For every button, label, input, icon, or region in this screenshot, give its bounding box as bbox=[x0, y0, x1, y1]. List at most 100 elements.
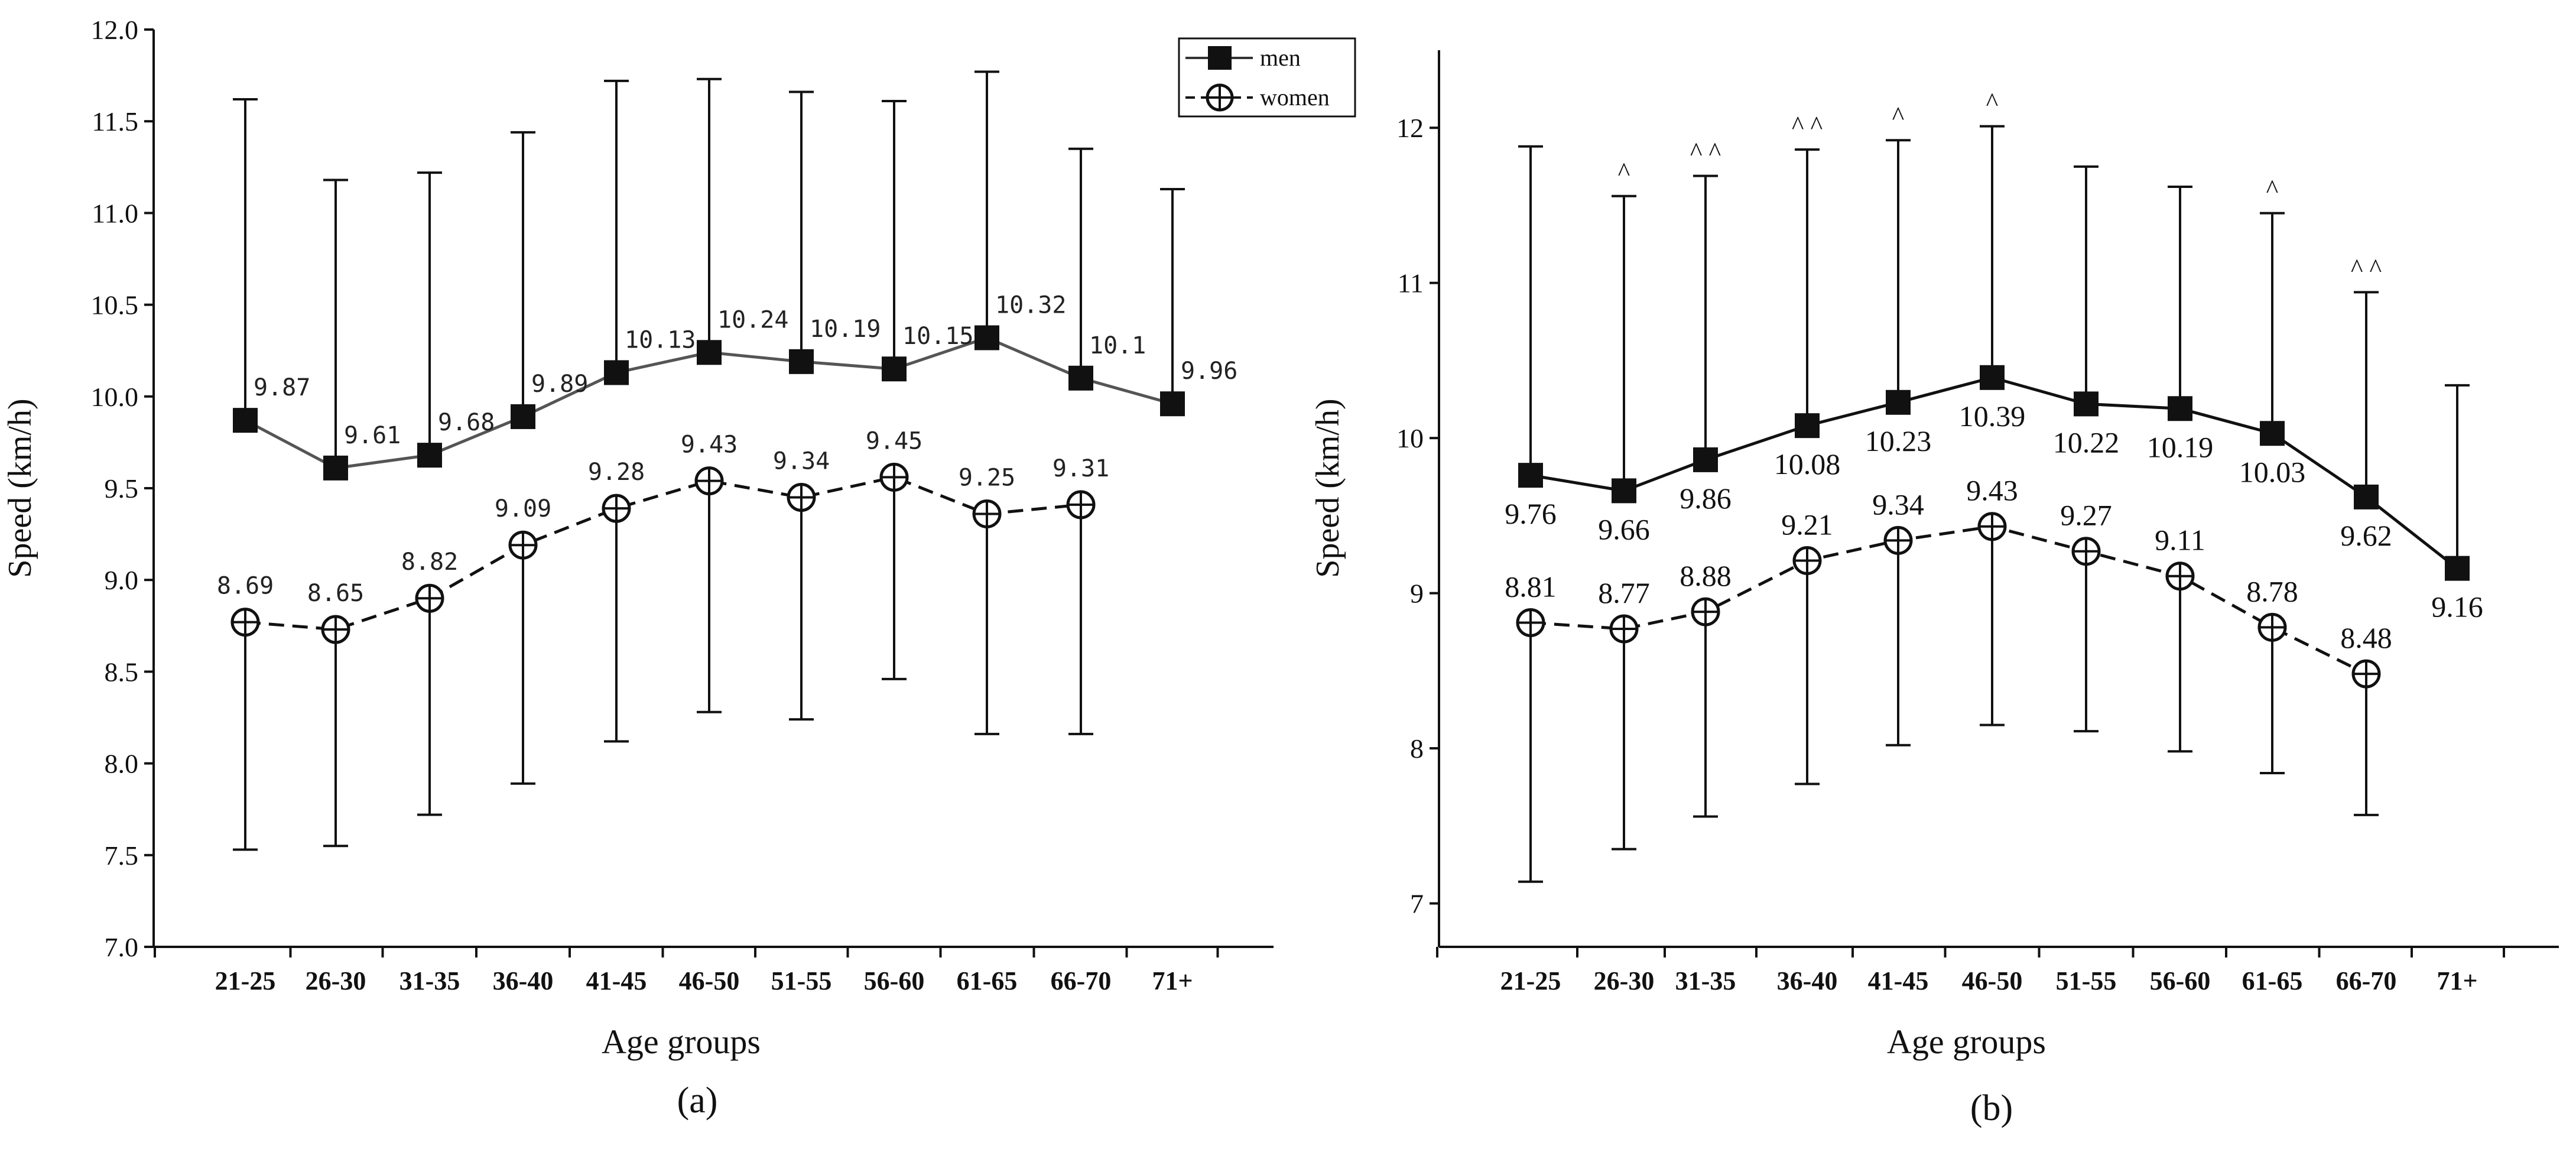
men-point bbox=[1795, 413, 1820, 439]
men-data-label: 9.62 bbox=[2340, 519, 2392, 552]
men-point bbox=[1886, 390, 1911, 415]
x-axis-title: Age groups bbox=[602, 1023, 761, 1061]
x-tick-label: 46-50 bbox=[1962, 966, 2023, 995]
men-point bbox=[2074, 391, 2099, 417]
women-data-label: 8.69 bbox=[217, 573, 274, 600]
x-tick-label: 51-55 bbox=[771, 966, 832, 995]
men-point bbox=[233, 408, 258, 433]
men-data-label: 10.03 bbox=[2239, 455, 2306, 488]
women-data-label: 9.25 bbox=[959, 464, 1015, 491]
men-data-label: 10.39 bbox=[1959, 400, 2026, 433]
men-data-label: 9.96 bbox=[1181, 358, 1237, 385]
significance-mark: ^ ^ bbox=[1792, 111, 1823, 140]
panel-b-chart: 7 8 9 10 11 12 21-25 26-30 31-35 36-40 41-45 46-50 5… bbox=[1310, 50, 2559, 1128]
men-data-label: 10.19 bbox=[2147, 430, 2214, 463]
men-point bbox=[323, 455, 348, 481]
significance-mark: ^ bbox=[2266, 175, 2279, 204]
legend: men women bbox=[1178, 37, 1356, 118]
y-tick-label: 11.5 bbox=[92, 106, 138, 137]
y-tick-label: 8.0 bbox=[105, 749, 139, 779]
men-point bbox=[697, 340, 722, 365]
x-tick-label: 36-40 bbox=[1777, 966, 1838, 995]
women-point bbox=[602, 494, 631, 523]
women-point bbox=[1792, 546, 1822, 575]
women-point bbox=[1977, 512, 2007, 541]
y-axis-title: Speed (km/h) bbox=[2, 398, 38, 577]
men-point bbox=[511, 404, 535, 429]
significance-mark: ^ bbox=[1618, 158, 1630, 187]
women-point bbox=[694, 466, 724, 496]
men-data-label: 10.15 bbox=[902, 323, 973, 350]
men-data-label: 10.19 bbox=[810, 316, 881, 343]
legend-men-marker bbox=[1208, 46, 1232, 70]
men-data-label: 9.61 bbox=[344, 422, 401, 449]
women-series-line bbox=[245, 475, 1081, 631]
men-point bbox=[2445, 556, 2470, 581]
women-point bbox=[415, 583, 444, 613]
women-series-line bbox=[1530, 525, 2367, 676]
x-tick-label: 56-60 bbox=[2150, 966, 2211, 995]
men-data-label: 10.24 bbox=[717, 306, 788, 333]
x-tick-label: 41-45 bbox=[1868, 966, 1929, 995]
women-point bbox=[2351, 659, 2381, 689]
women-data-label: 9.31 bbox=[1053, 455, 1109, 482]
women-point bbox=[879, 462, 909, 492]
significance-mark: ^ ^ bbox=[2351, 254, 2382, 283]
panel-label: (a) bbox=[677, 1080, 718, 1121]
men-data-label: 9.86 bbox=[1680, 482, 1732, 515]
y-tick-label: 8.5 bbox=[105, 657, 139, 687]
women-point bbox=[1883, 525, 1913, 555]
x-tick-label: 21-25 bbox=[1500, 966, 1561, 995]
x-tick-label: 61-65 bbox=[957, 966, 1018, 995]
women-point bbox=[2071, 537, 2101, 566]
x-tick-label: 66-70 bbox=[2336, 966, 2397, 995]
y-tick-label: 11 bbox=[1398, 268, 1424, 298]
y-tick-label: 9.0 bbox=[105, 565, 139, 595]
x-tick-label: 56-60 bbox=[864, 966, 925, 995]
y-tick-label: 7.5 bbox=[105, 840, 139, 871]
x-tick-label: 41-45 bbox=[586, 966, 647, 995]
significance-mark: ^ bbox=[1986, 88, 1999, 117]
men-data-label: 10.32 bbox=[995, 291, 1066, 319]
y-tick-label: 12 bbox=[1396, 113, 1424, 143]
x-tick-label: 31-35 bbox=[1675, 966, 1736, 995]
significance-mark: ^ ^ bbox=[1690, 138, 1721, 167]
y-tick-label: 9.5 bbox=[105, 473, 139, 504]
men-point bbox=[1980, 365, 2005, 390]
x-tick-label: 51-55 bbox=[2056, 966, 2117, 995]
women-point bbox=[508, 530, 538, 560]
women-data-label: 9.34 bbox=[773, 448, 830, 475]
women-data-label: 9.21 bbox=[1781, 508, 1833, 541]
women-data-label: 9.43 bbox=[1966, 474, 2018, 507]
women-data-label: 8.48 bbox=[2340, 621, 2392, 654]
y-tick-label: 11.0 bbox=[92, 198, 138, 228]
men-data-label: 9.87 bbox=[254, 374, 310, 401]
men-point bbox=[2260, 421, 2285, 446]
men-point bbox=[974, 325, 999, 350]
women-point bbox=[787, 483, 816, 512]
x-tick-label: 21-25 bbox=[215, 966, 276, 995]
x-tick-label: 71+ bbox=[2437, 966, 2477, 995]
men-data-label: 10.08 bbox=[1774, 447, 1841, 481]
y-axis-title: Speed (km/h) bbox=[1310, 398, 1346, 577]
men-point bbox=[604, 360, 629, 385]
women-data-label: 9.27 bbox=[2060, 499, 2112, 532]
men-data-label: 9.76 bbox=[1505, 497, 1557, 530]
women-data-label: 8.81 bbox=[1505, 570, 1557, 603]
y-tick-label: 7 bbox=[1410, 889, 1424, 919]
women-point bbox=[230, 608, 260, 637]
y-tick-label: 10.0 bbox=[91, 382, 139, 412]
women-data-label: 9.34 bbox=[1872, 488, 1924, 521]
panel-a-chart: 7.0 7.5 8.0 8.5 9.0 9.5 10.0 10.5 11.0 11.5 12.0 21… bbox=[2, 15, 1356, 1121]
y-tick-label: 12.0 bbox=[91, 15, 139, 45]
men-point bbox=[1612, 478, 1636, 504]
men-point bbox=[2168, 396, 2192, 421]
women-point bbox=[321, 615, 350, 644]
x-tick-label: 71+ bbox=[1152, 966, 1193, 995]
women-data-label: 9.11 bbox=[2155, 524, 2205, 557]
x-tick-label: 26-30 bbox=[1594, 966, 1655, 995]
men-point bbox=[417, 443, 442, 468]
women-point bbox=[2165, 561, 2195, 591]
men-point bbox=[789, 349, 814, 374]
